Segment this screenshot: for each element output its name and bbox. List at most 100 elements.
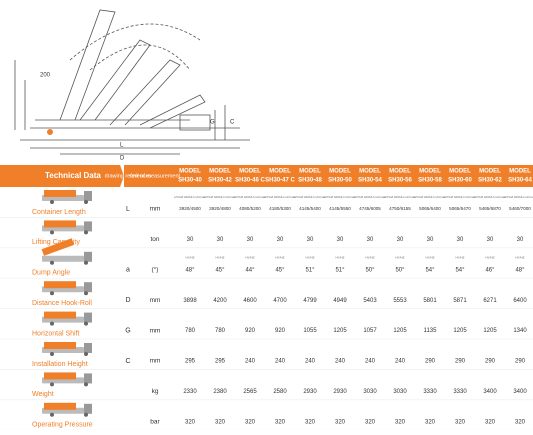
cell-value: 2580	[273, 389, 287, 395]
cell-value: 290	[455, 359, 466, 365]
cell-value: 1340	[513, 328, 527, 334]
cell-value: 5460/7000	[509, 206, 531, 211]
row-icon-wheel	[84, 352, 88, 356]
cell-value: 320	[245, 419, 256, 425]
cell-value: 30	[277, 237, 284, 243]
model-name: SH30-46 C	[235, 178, 265, 184]
cell-value: 5553	[393, 298, 407, 304]
cell-value: 3030	[393, 389, 407, 395]
cell-value: 48°	[185, 267, 195, 273]
cell-note: HY/HZ	[516, 256, 525, 260]
row-icon-wheel	[84, 200, 88, 204]
cell-value: 240	[365, 359, 376, 365]
cell-value: 30	[247, 237, 254, 243]
cell-value: 780	[185, 328, 196, 334]
row-unit: mm	[150, 206, 161, 213]
row-unit: (°)	[152, 266, 159, 274]
cell-value: 54°	[425, 267, 435, 273]
cell-value: 2330	[183, 389, 197, 395]
model-prefix: MODEL	[389, 169, 411, 175]
model-name: SH30-56	[388, 178, 412, 184]
cell-note: HY/HZ	[246, 256, 255, 260]
cell-note: HY/HZ HD/HH min/max	[504, 195, 533, 199]
cell-value: 1135	[424, 328, 438, 334]
cell-value: 30	[367, 237, 374, 243]
header-bar	[0, 165, 124, 187]
cell-value: 295	[185, 359, 196, 365]
row-icon-wheel	[50, 200, 54, 204]
row-unit: mm	[150, 297, 161, 304]
row-icon-cab	[84, 191, 92, 201]
cell-value: 4700	[273, 298, 287, 304]
cell-value: 6400	[513, 298, 527, 304]
row-label: Horizontal Shift	[32, 330, 80, 337]
cell-note: HY/HZ	[396, 256, 405, 260]
row-icon-cab	[84, 373, 92, 384]
cell-note: HY/HZ	[336, 256, 345, 260]
model-prefix: MODEL	[329, 169, 351, 175]
cell-value: 240	[245, 359, 256, 365]
row-icon-wheel	[50, 382, 54, 387]
cell-value: 5871	[453, 298, 467, 304]
model-name: SH30-40	[178, 178, 202, 184]
model-prefix: MODEL	[239, 169, 261, 175]
cell-note: HY/HZ	[486, 256, 495, 260]
technical-drawing	[14, 9, 250, 155]
cell-note: HY/HZ HD/HH min/max	[414, 195, 446, 199]
cell-value: 4600	[243, 298, 257, 304]
cell-value: 240	[395, 359, 406, 365]
cell-value: 240	[335, 359, 346, 365]
cell-value: 4200	[213, 298, 227, 304]
cell-value: 4180/5300	[269, 206, 291, 211]
row-icon-cab	[84, 251, 92, 262]
row-ref: L	[126, 206, 130, 213]
cell-value: 320	[305, 419, 316, 425]
row-icon-wheel	[84, 412, 88, 417]
header-title: Technical Data	[45, 171, 101, 180]
cell-value: 320	[515, 419, 526, 425]
cell-value: 30	[337, 237, 344, 243]
cell-value: 30	[397, 237, 404, 243]
cell-value: 1205	[453, 328, 467, 334]
cell-value: 30	[307, 237, 314, 243]
row-icon-wheel	[84, 260, 88, 265]
cell-value: 320	[275, 419, 286, 425]
cell-value: 320	[215, 419, 226, 425]
cell-value: 3400	[483, 389, 497, 395]
drawing-label: L	[120, 143, 124, 149]
row-icon-wheel	[84, 230, 88, 235]
row-icon-wheel	[84, 291, 88, 296]
row-label: Container Length	[32, 209, 86, 216]
cell-note: HY/HZ HD/HH min/max	[384, 195, 416, 199]
cell-value: 240	[275, 359, 286, 365]
model-name: SH30-58	[418, 178, 442, 184]
model-name: SH30-50	[328, 178, 352, 184]
cell-note: HY/HZ HD/HH min/max	[264, 195, 296, 199]
cell-value: 46°	[485, 267, 495, 273]
cell-value: 1205	[483, 328, 497, 334]
cell-value: 1055	[303, 328, 317, 334]
cell-value: 780	[215, 328, 226, 334]
header-ref: drawing references	[105, 173, 152, 179]
cell-value: 5801	[423, 298, 437, 304]
cell-note: HY/HZ	[366, 256, 375, 260]
header-unit: unit of measurement	[130, 173, 181, 179]
row-icon-wheel	[84, 382, 88, 387]
model-prefix: MODEL	[299, 169, 321, 175]
cell-value: 920	[245, 328, 256, 334]
row-icon-wheel	[50, 291, 54, 296]
cell-value: 3330	[453, 389, 467, 395]
cell-value: 45°	[275, 267, 285, 273]
cell-value: 2380	[213, 389, 227, 395]
cell-note: HY/HZ	[306, 256, 315, 260]
model-prefix: MODEL	[209, 169, 231, 175]
row-icon-wheel	[84, 321, 88, 326]
cell-value: 4145/5550	[329, 206, 351, 211]
cell-value: 5465/6870	[479, 206, 501, 211]
cell-value: 45°	[215, 267, 225, 273]
model-prefix: MODEL	[449, 169, 471, 175]
cell-note: HY/HZ	[186, 256, 195, 260]
cell-value: 2565	[243, 389, 257, 395]
cell-note: HY/HZ	[456, 256, 465, 260]
row-ref: a	[126, 267, 130, 274]
